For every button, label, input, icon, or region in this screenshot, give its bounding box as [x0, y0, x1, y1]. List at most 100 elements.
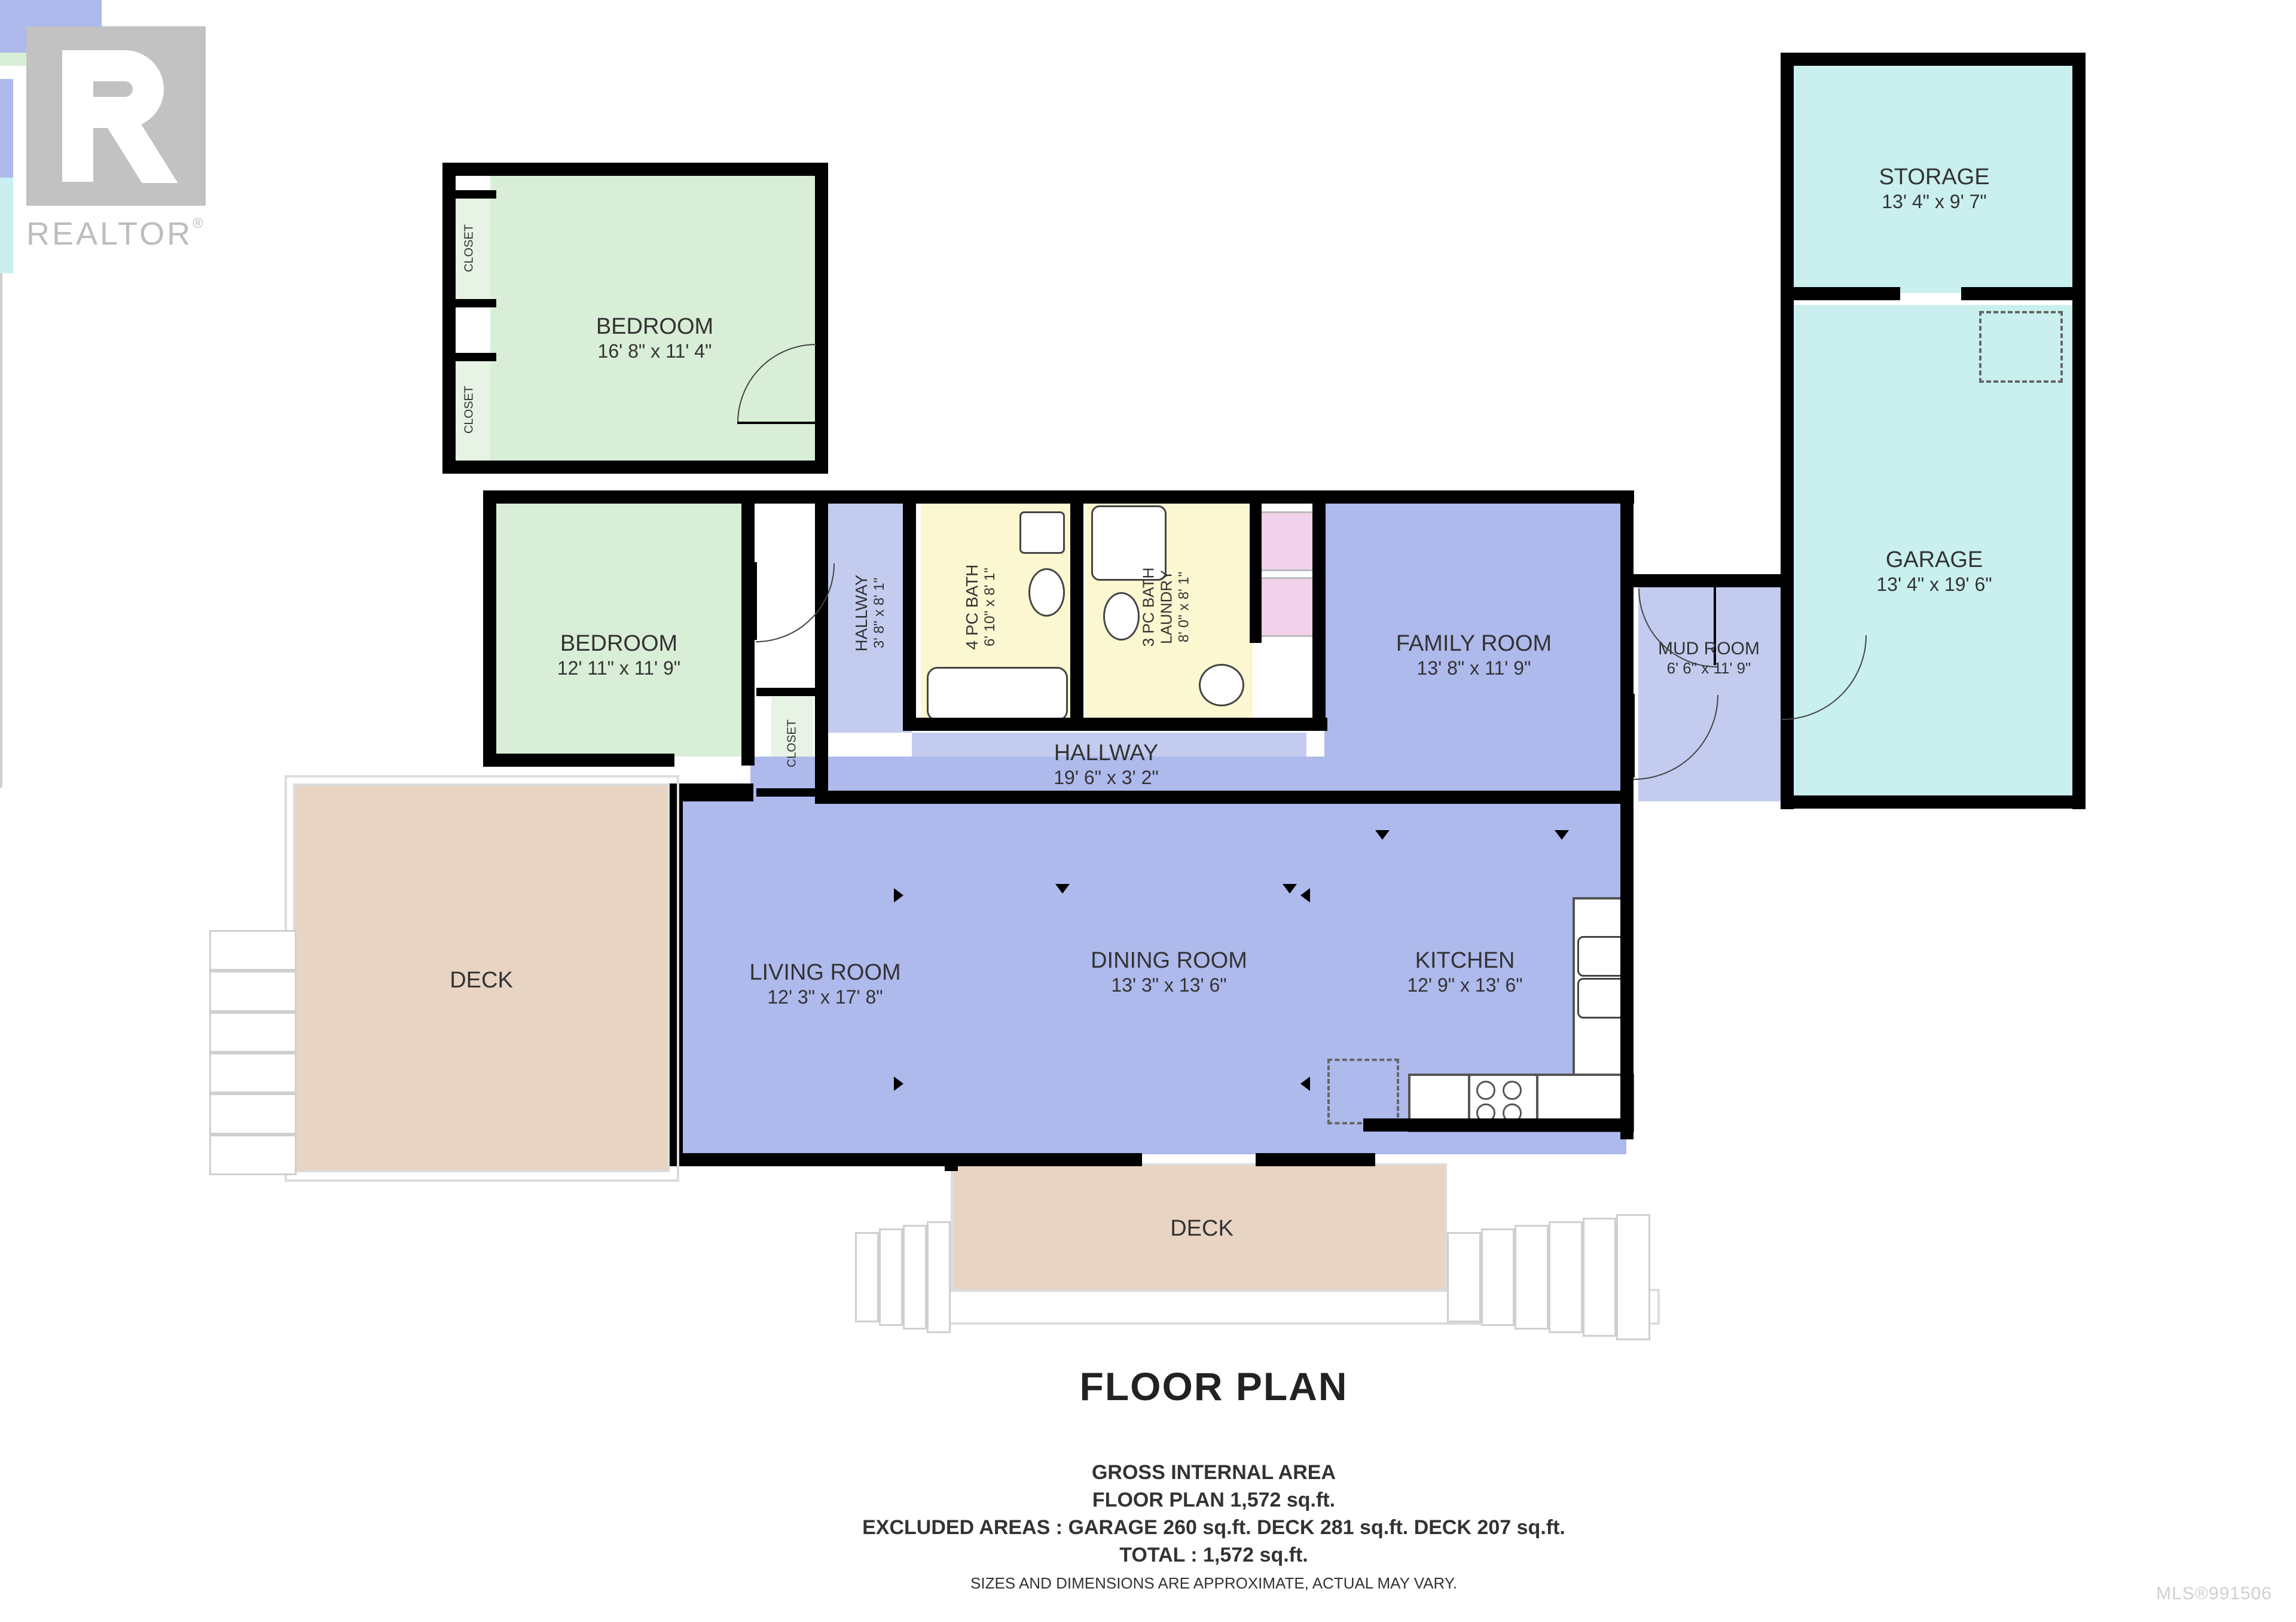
room-label-name: 4 PC BATH [963, 565, 982, 650]
wall-10 [741, 490, 755, 766]
bath4-tub-0 [927, 667, 1068, 721]
wall-8 [483, 490, 496, 766]
room-label-vertical: 3 PC BATH LAUNDRY8' 0" x 8' 1" [1140, 568, 1192, 647]
section-marker-3 [1300, 1077, 1310, 1091]
wall-28 [1070, 499, 1083, 727]
room-label: HALLWAY19' 6" x 3' 2" [1054, 740, 1158, 788]
section-marker-0 [894, 888, 903, 903]
floorplan-summary: GROSS INTERNAL AREA FLOOR PLAN 1,572 sq.… [862, 1459, 1565, 1594]
wall-35 [670, 1153, 957, 1166]
section-marker-7 [1555, 830, 1569, 840]
wall-31 [903, 718, 1327, 731]
wall-2 [442, 461, 828, 474]
wall-4 [442, 190, 496, 199]
wall-16 [756, 688, 822, 696]
room-label-name: DECK [1170, 1216, 1234, 1242]
realtor-wordmark: REALTOR® [26, 215, 248, 252]
room-label-dim: 13' 4" x 19' 6" [1876, 573, 1992, 595]
wall-19 [815, 490, 1634, 504]
wall-41 [903, 791, 963, 804]
wall-15 [815, 688, 828, 798]
room-laundry_sq1 [1259, 511, 1318, 571]
room-bedroom2 [490, 499, 750, 757]
stove-burner-1 [1503, 1081, 1522, 1100]
room-label-name: BEDROOM [557, 631, 680, 657]
wall-opening-6 [0, 79, 13, 178]
summary-line-4: TOTAL : 1,572 sq.ft. [862, 1542, 1565, 1569]
room-label: KITCHEN12' 9" x 13' 6" [1407, 948, 1522, 996]
section-marker-6 [1375, 830, 1390, 840]
wall-opening-0 [0, 0, 102, 13]
room-label: MUD ROOM6' 6" x 11' 9" [1658, 639, 1760, 677]
wall-5 [442, 299, 496, 307]
section-marker-4 [1055, 884, 1070, 894]
room-label-dim: 3' 8" x 8' 1" [871, 575, 888, 652]
room-label: FAMILY ROOM13' 8" x 11' 9" [1396, 631, 1552, 679]
kitchen-sink-3 [1577, 978, 1625, 1019]
stairs-0 [209, 930, 293, 1175]
room-label-dim: 12' 11" x 11' 9" [557, 657, 680, 679]
door-leaf [755, 562, 757, 640]
room-label-name: 3 PC BATH LAUNDRY [1140, 568, 1176, 647]
wall-30 [1312, 499, 1326, 727]
room-label-name: GARAGE [1876, 547, 1992, 574]
room-label-name: HALLWAY [852, 575, 871, 652]
wall-6 [442, 353, 496, 361]
room-label-dim: 13' 8" x 11' 9" [1396, 657, 1552, 679]
wall-43 [1226, 791, 1286, 804]
wall-9 [483, 490, 828, 504]
mls-id: MLS®991506 [2156, 1584, 2272, 1604]
wall-45 [1555, 791, 1632, 804]
room-label: DECK [450, 968, 513, 994]
wall-44 [1387, 791, 1447, 804]
wall-18 [903, 490, 916, 730]
room-label-name: DINING ROOM [1091, 948, 1247, 974]
wall-20 [1620, 490, 1634, 586]
wall-34 [1363, 1118, 1634, 1132]
wall-23 [1781, 53, 2086, 66]
bath3-sink-2 [1199, 664, 1244, 706]
room-laundry_sq2 [1259, 577, 1318, 637]
room-label-dim: 8' 0" x 8' 1" [1176, 568, 1192, 647]
stairs-1 [855, 1232, 951, 1319]
room-label: STORAGE13' 4" x 9' 7" [1879, 164, 1989, 212]
room-label-vertical: 4 PC BATH6' 10" x 8' 1" [963, 565, 999, 650]
stairs-2 [1447, 1232, 1650, 1319]
closet-label: CLOSET [463, 224, 477, 272]
summary-line-3: EXCLUDED AREAS : GARAGE 260 sq.ft. DECK … [862, 1514, 1565, 1542]
bath4-sink-1 [1019, 511, 1065, 554]
bath4-toilet-2 [1028, 568, 1065, 617]
section-marker-2 [1300, 888, 1310, 903]
room-label-name: STORAGE [1879, 164, 1989, 191]
door-leaf [1781, 634, 1783, 718]
wall-0 [442, 163, 828, 176]
room-label-vertical: HALLWAY3' 8" x 8' 1" [852, 575, 888, 652]
wall-3 [815, 163, 828, 472]
room-label-name: HALLWAY [1054, 740, 1158, 767]
section-marker-1 [894, 1077, 903, 1091]
realtor-logo: REALTOR® [26, 26, 248, 252]
wall-24 [2072, 53, 2086, 809]
room-label-dim: 13' 3" x 13' 6" [1091, 974, 1247, 996]
room-label-name: LIVING ROOM [749, 960, 900, 986]
floorplan-canvas: REALTOR® MLS®991506 FLOOR PLAN GROSS INT… [0, 0, 2296, 1622]
wall-38 [1256, 1153, 1375, 1166]
closet-label: CLOSET [786, 719, 799, 767]
bath3-toilet-1 [1103, 592, 1140, 641]
room-label-name: DECK [450, 968, 513, 994]
wall-7 [442, 461, 496, 469]
room-label-dim: 16' 8" x 11' 4" [596, 340, 713, 362]
stove-burner-0 [1476, 1081, 1495, 1100]
wall-13 [670, 783, 753, 801]
room-label-dim: 12' 9" x 13' 6" [1407, 974, 1522, 996]
room-label-dim: 6' 10" x 8' 1" [982, 565, 999, 650]
summary-disclaimer: SIZES AND DIMENSIONS ARE APPROXIMATE, AC… [862, 1573, 1565, 1594]
section-marker-5 [1283, 884, 1297, 894]
room-label: DECK [1170, 1216, 1234, 1242]
wall-33 [1620, 792, 1634, 1139]
wall-42 [1064, 791, 1124, 804]
room-label-name: KITCHEN [1407, 948, 1522, 974]
wall-29 [1250, 499, 1262, 643]
room-label: GARAGE13' 4" x 19' 6" [1876, 547, 1992, 595]
door-leaf [737, 422, 815, 424]
